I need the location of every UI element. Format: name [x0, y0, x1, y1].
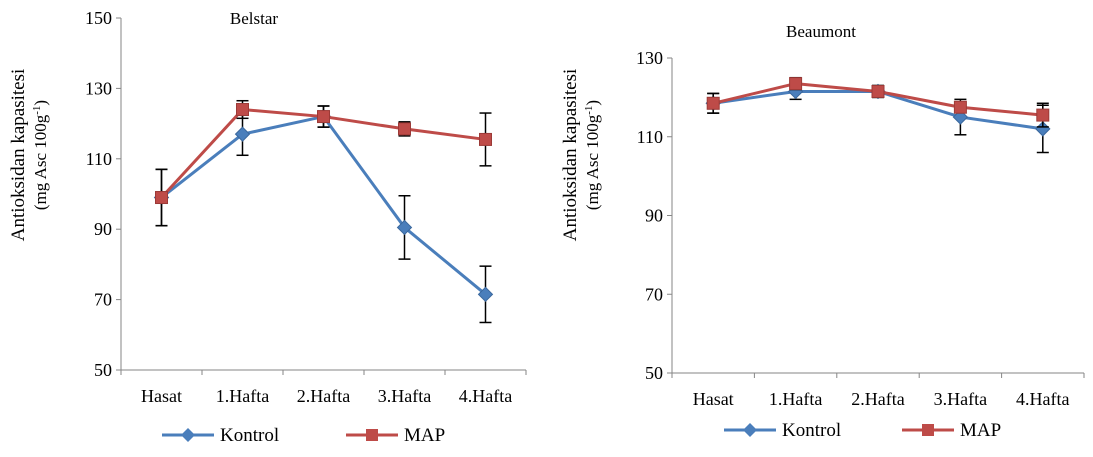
legend-marker: [181, 428, 195, 442]
y-tick-label: 110: [637, 127, 663, 147]
data-point-kontrol: [477, 286, 494, 303]
x-tick-label: 3.Hafta: [378, 386, 431, 406]
legend-label: Kontrol: [220, 425, 279, 446]
x-tick-label: 2.Hafta: [297, 386, 350, 406]
plot-area: 50 70 90 110 130 150 Hasat 1.Hafta 2.Hafta 3.Haft…: [85, 8, 527, 406]
y-tick-label: 130: [636, 48, 663, 68]
y-tick-label: 70: [645, 284, 663, 304]
y-tick-label: 50: [645, 363, 663, 383]
x-tick-label: 4.Hafta: [459, 386, 512, 406]
data-point-kontrol: [234, 126, 251, 142]
y-tick-label: 150: [85, 8, 112, 28]
x-tick-label: 4.Hafta: [1016, 389, 1069, 409]
chart-beaumont: Beaumont Antioksidan kapasitesi (mg Asc …: [560, 22, 1085, 441]
legend-label: Kontrol: [782, 420, 841, 441]
data-point-map: [479, 132, 492, 146]
y-tick-label: 50: [94, 360, 112, 380]
x-tick-label: Hasat: [141, 386, 182, 406]
legend-item-kontrol: Kontrol: [162, 425, 279, 446]
data-point-map: [236, 103, 249, 117]
legend-label: MAP: [404, 425, 445, 446]
y-axis-label-line1: Antioksidan kapasitesi: [8, 69, 29, 242]
legend: Kontrol MAP: [724, 420, 1001, 441]
data-point-map: [1036, 108, 1050, 122]
y-axis-label-line1: Antioksidan kapasitesi: [560, 69, 581, 242]
chart-belstar: Belstar Antioksidan kapasitesi (mg Asc 1…: [8, 8, 527, 446]
data-point-map: [398, 122, 411, 136]
x-tick-label: 1.Hafta: [769, 389, 822, 409]
plot-area: 50 70 90 110 130 Hasat 1.Hafta 2.Hafta 3.Hafta 4.…: [636, 48, 1085, 409]
y-axis-label-line2: (mg Asc 100g-1): [31, 100, 50, 210]
x-tick-label: Hasat: [693, 389, 734, 409]
data-point-map: [789, 77, 803, 91]
data-point-kontrol: [396, 219, 413, 236]
data-point-map: [706, 96, 720, 110]
data-point-map: [317, 110, 330, 124]
y-axis-label-line2: (mg Asc 100g-1): [583, 100, 602, 210]
x-tick-label: 1.Hafta: [216, 386, 269, 406]
legend-marker: [366, 429, 378, 441]
legend-item-kontrol: Kontrol: [724, 420, 841, 441]
legend-item-map: MAP: [346, 425, 445, 446]
legend-marker: [922, 424, 934, 436]
legend: Kontrol MAP: [162, 425, 445, 446]
x-tick-label: 2.Hafta: [851, 389, 904, 409]
x-tick-label: 3.Hafta: [934, 389, 987, 409]
chart-title: Belstar: [230, 9, 278, 28]
legend-label: MAP: [960, 420, 1001, 441]
y-tick-label: 90: [645, 206, 663, 226]
legend-item-map: MAP: [902, 420, 1001, 441]
legend-marker: [743, 423, 757, 437]
y-tick-label: 90: [94, 219, 112, 239]
y-tick-label: 70: [94, 290, 112, 310]
y-tick-label: 110: [86, 149, 112, 169]
chart-title: Beaumont: [786, 22, 856, 41]
data-point-map: [953, 100, 967, 114]
data-point-map: [871, 84, 885, 98]
y-tick-label: 130: [85, 78, 112, 98]
data-point-map: [155, 191, 168, 205]
